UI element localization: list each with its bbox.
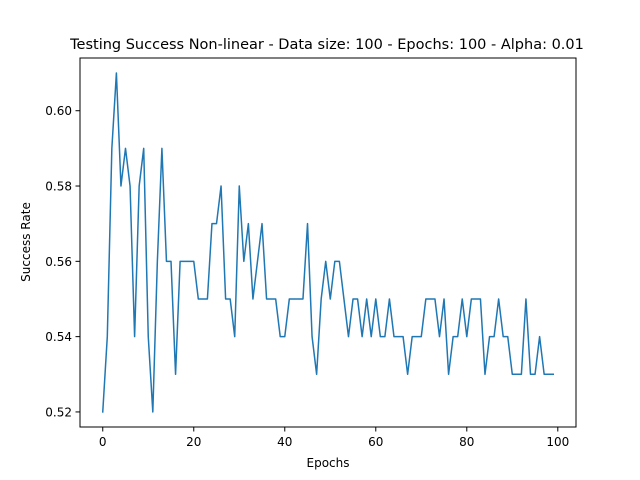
x-axis-ticks: 0 20 40 60 80 100 [99, 427, 569, 449]
x-tick-label: 40 [277, 435, 292, 449]
x-tick-label: 100 [546, 435, 569, 449]
plot-area-frame [79, 57, 577, 428]
plot-series [101, 72, 554, 413]
y-axis-label: Success Rate [19, 202, 33, 282]
y-axis-ticks: 0.52 0.54 0.56 0.58 0.60 [45, 104, 80, 419]
x-tick-label: 60 [368, 435, 383, 449]
series-line [101, 72, 554, 413]
y-tick-label: 0.52 [45, 405, 72, 419]
y-tick-label: 0.58 [45, 180, 72, 194]
y-tick-label: 0.60 [45, 104, 72, 118]
x-tick-label: 0 [99, 435, 107, 449]
y-tick-label: 0.54 [45, 330, 72, 344]
chart-title: Testing Success Non-linear - Data size: … [69, 37, 584, 53]
x-tick-label: 80 [459, 435, 474, 449]
x-tick-label: 20 [186, 435, 201, 449]
y-tick-label: 0.56 [45, 255, 72, 269]
x-axis-label: Epochs [307, 456, 350, 470]
